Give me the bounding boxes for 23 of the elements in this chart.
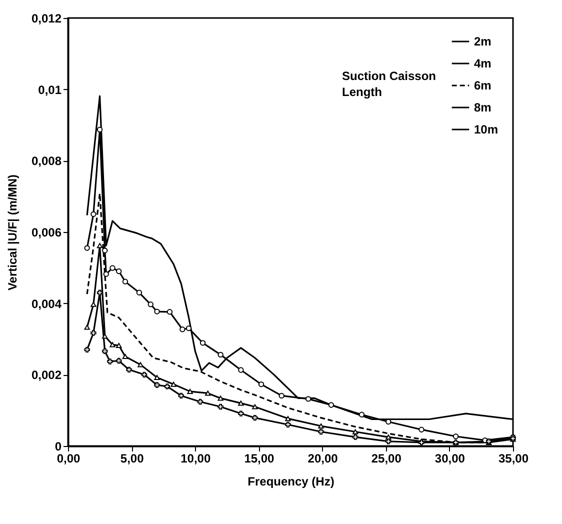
x-tick-label: 10,00 <box>180 452 211 466</box>
y-tick-label: 0,01 <box>38 82 62 97</box>
x-tick-label: 35,00 <box>498 452 529 466</box>
legend-title: Suction Caisson Length <box>342 69 436 99</box>
legend-label: 2m <box>474 34 492 48</box>
y-axis-title: Vertical |U/F| (m/MN) <box>5 174 20 291</box>
x-tick-label: 20,00 <box>308 452 338 466</box>
x-tick-label: 15,00 <box>244 452 275 466</box>
legend-label: 6m <box>474 78 492 92</box>
x-tick-label: 5,00 <box>120 452 144 466</box>
x-tick-label: 25,00 <box>371 452 402 466</box>
x-tick-label: 0,00 <box>56 452 80 466</box>
y-tick-label: 0 <box>54 440 62 454</box>
legend-label: 4m <box>474 56 492 70</box>
x-axis-title: Frequency (Hz) <box>248 474 334 488</box>
y-tick-label: 0,008 <box>31 154 62 168</box>
legend-label: 8m <box>474 100 492 114</box>
y-tick-label: 0,004 <box>31 296 62 311</box>
y-tick-label: 0,002 <box>31 368 62 382</box>
x-tick-label: 30,00 <box>434 452 466 466</box>
y-tick-label: 0,012 <box>31 12 62 26</box>
y-tick-label: 0,006 <box>31 226 62 240</box>
legend-label: 10m <box>474 122 498 136</box>
